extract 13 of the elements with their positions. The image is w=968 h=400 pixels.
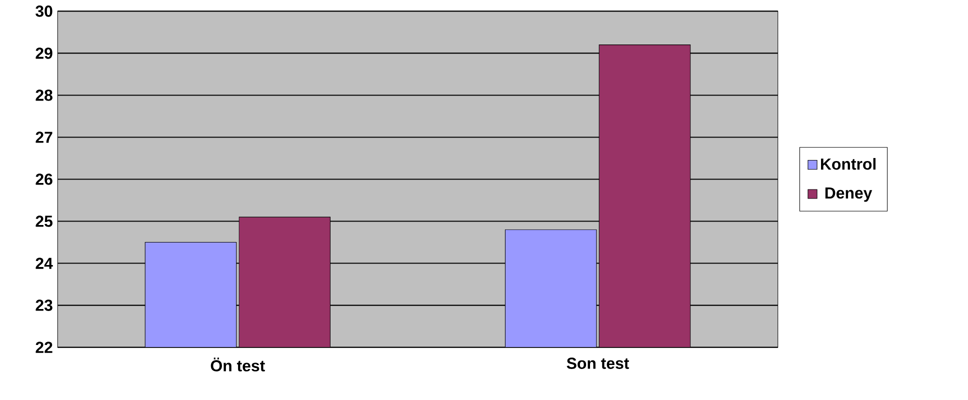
y-tick-label: 26 [36,174,52,185]
y-tick-label: 27 [36,132,52,143]
y-tick-label: 24 [36,258,53,269]
y-tick-label: 29 [36,48,52,59]
legend-label: Kontrol [821,158,876,170]
y-tick-label: 25 [36,216,52,227]
y-tick-label: 30 [36,5,52,17]
y-tick-label: 28 [36,90,52,101]
x-tick-label: Ön test [210,358,265,372]
y-tick-label: 22 [36,342,52,353]
y-tick-label: 23 [36,300,52,311]
legend-label: Deney [825,187,872,202]
x-tick-label: Son test [566,358,630,369]
